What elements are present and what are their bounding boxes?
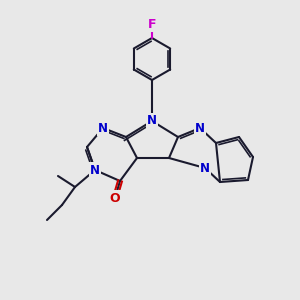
Text: N: N: [98, 122, 108, 134]
Text: O: O: [110, 191, 120, 205]
Text: N: N: [195, 122, 205, 134]
Text: F: F: [148, 17, 156, 31]
Text: N: N: [147, 115, 157, 128]
Text: N: N: [200, 161, 210, 175]
Text: N: N: [90, 164, 100, 176]
